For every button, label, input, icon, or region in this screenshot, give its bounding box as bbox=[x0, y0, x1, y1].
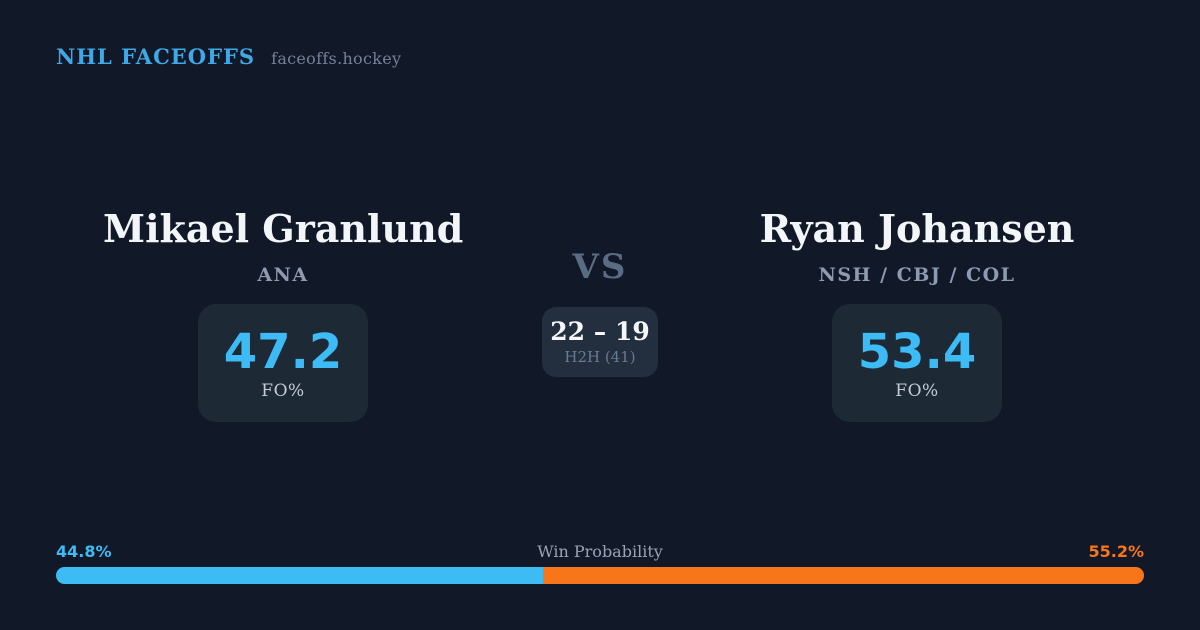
win-probability-bar-left-segment bbox=[56, 567, 544, 584]
vs-label: VS bbox=[572, 247, 628, 287]
player-left-stat-label: FO% bbox=[261, 380, 305, 401]
h2h-score: 22 – 19 bbox=[550, 317, 650, 346]
win-probability-labels: 44.8% Win Probability 55.2% bbox=[56, 542, 1144, 561]
player-right-teams: NSH / CBJ / COL bbox=[818, 264, 1016, 286]
player-left-teams: ANA bbox=[257, 264, 309, 286]
win-probability-bar-right-segment bbox=[543, 567, 1144, 584]
h2h-label: H2H (41) bbox=[564, 348, 636, 366]
win-probability-right-pct: 55.2% bbox=[1088, 542, 1144, 561]
win-probability-left-pct: 44.8% bbox=[56, 542, 112, 561]
player-right-stat-label: FO% bbox=[895, 380, 939, 401]
player-right-fo-pct: 53.4 bbox=[857, 323, 977, 380]
player-left-stat-card: 47.2 FO% bbox=[198, 304, 368, 422]
player-right-stat-card: 53.4 FO% bbox=[832, 304, 1002, 422]
brand-title: NHL FACEOFFS bbox=[56, 44, 256, 69]
header: NHL FACEOFFS faceoffs.hockey bbox=[56, 44, 401, 69]
player-left-name: Mikael Granlund bbox=[103, 206, 464, 251]
site-url: faceoffs.hockey bbox=[271, 49, 402, 68]
versus-column: VS 22 – 19 H2H (41) bbox=[520, 205, 680, 377]
player-left-column: Mikael Granlund ANA 47.2 FO% bbox=[103, 205, 463, 422]
player-right-name: Ryan Johansen bbox=[759, 206, 1075, 251]
win-probability-bar bbox=[56, 567, 1144, 584]
player-left-fo-pct: 47.2 bbox=[223, 323, 343, 380]
player-right-column: Ryan Johansen NSH / CBJ / COL 53.4 FO% bbox=[737, 205, 1097, 422]
win-probability-title: Win Probability bbox=[537, 542, 663, 561]
h2h-card: 22 – 19 H2H (41) bbox=[542, 307, 658, 377]
